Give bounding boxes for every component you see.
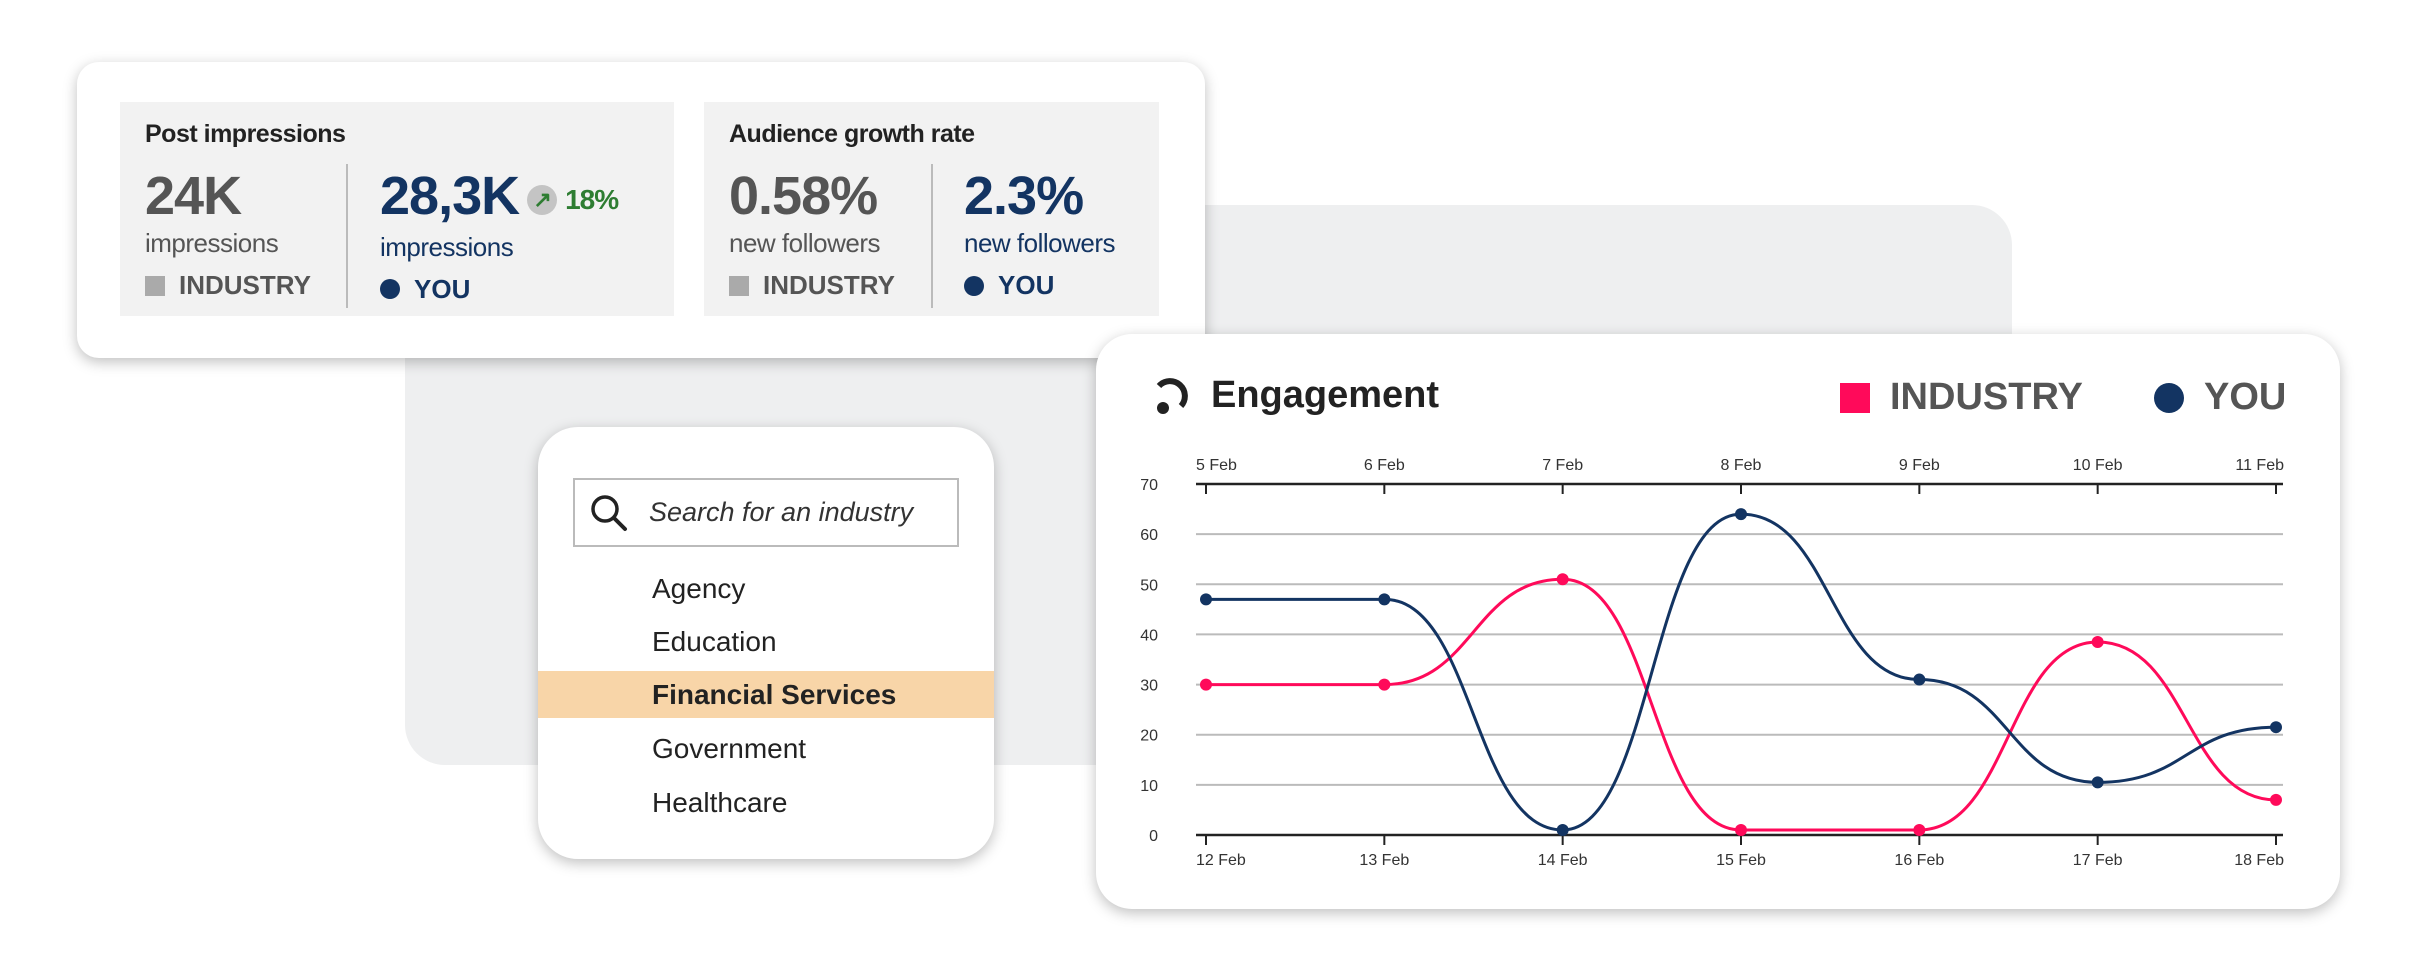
engagement-icon: [1156, 378, 1188, 414]
post-impressions-box: Post impressions 24K impressions INDUSTR…: [120, 102, 674, 316]
search-placeholder: Search for an industry: [649, 497, 914, 527]
divider: [931, 164, 933, 308]
data-point-you: [1913, 673, 1926, 686]
you-column: 28,3K ↗ 18% impressions YOU: [380, 164, 619, 305]
divider: [346, 164, 348, 308]
industry-square-icon: [145, 275, 165, 296]
you-label: YOU: [414, 273, 471, 304]
y-tick-label: 70: [1140, 477, 1158, 494]
x-bottom-tick-label: 12 Feb: [1196, 852, 1246, 869]
y-tick-label: 60: [1140, 527, 1158, 544]
y-tick-label: 0: [1149, 828, 1158, 845]
engagement-line-chart: 0 10 20 30 40 50 60 70 5 Feb 12 Feb 6 Feb 13 Feb 7 F…: [1140, 457, 2284, 869]
y-tick-label: 10: [1140, 778, 1158, 795]
you-growth-value: 2.3%: [964, 166, 1084, 226]
x-bottom-tick-label: 18 Feb: [2234, 852, 2284, 869]
y-tick-label: 20: [1140, 728, 1158, 745]
search-icon: [591, 494, 627, 531]
data-point-you: [2091, 776, 2104, 789]
audience-growth-box: Audience growth rate 0.58% new followers…: [704, 102, 1159, 316]
series-line-industry: [1206, 577, 2277, 832]
x-bottom-tick-label: 13 Feb: [1359, 852, 1409, 869]
industry-label: INDUSTRY: [763, 270, 895, 300]
x-bottom-tick-label: 15 Feb: [1716, 852, 1766, 869]
chart-title: Engagement: [1211, 374, 1440, 416]
data-point-industry: [2091, 635, 2104, 648]
legend-you: YOU: [2154, 376, 2286, 419]
data-point-industry: [1200, 678, 1212, 691]
you-dot-icon: [2154, 382, 2184, 413]
industry-impressions-value: 24K: [145, 166, 242, 226]
x-top-tick-label: 8 Feb: [1721, 457, 1762, 474]
engagement-chart-card: Engagement INDUSTRY YOU 0 10 20 30 40 50 60 70 5…: [1096, 334, 2340, 909]
x-top-tick-label: 9 Feb: [1899, 457, 1940, 474]
x-top-tick-label: 6 Feb: [1364, 457, 1405, 474]
x-bottom-tick-label: 17 Feb: [2073, 852, 2123, 869]
data-point-you: [2270, 721, 2282, 734]
search-input[interactable]: Search for an industry: [573, 478, 959, 547]
you-dot-icon: [964, 275, 984, 296]
industry-square-icon: [1840, 382, 1870, 413]
industry-option-healthcare[interactable]: Healthcare: [652, 787, 788, 818]
x-top-tick-label: 5 Feb: [1196, 457, 1237, 474]
data-point-industry: [1378, 678, 1391, 691]
data-point-industry: [2270, 793, 2282, 806]
x-bottom-tick-label: 16 Feb: [1894, 852, 1944, 869]
data-point-you: [1200, 593, 1212, 606]
you-impressions-unit: impressions: [380, 231, 514, 262]
data-point-you: [1735, 508, 1747, 521]
you-impressions-value: 28,3K: [380, 166, 520, 226]
industry-growth-value: 0.58%: [729, 166, 878, 226]
industry-option-financial-services[interactable]: Financial Services: [538, 671, 994, 718]
x-top-tick-label: 7 Feb: [1542, 457, 1583, 474]
x-top-tick-label: 11 Feb: [2235, 457, 2284, 474]
industry-column: 0.58% new followers INDUSTRY: [729, 164, 895, 301]
you-dot-icon: [380, 279, 400, 300]
series-line-you: [1206, 512, 2277, 832]
x-top-tick-label: 10 Feb: [2073, 457, 2123, 474]
legend-industry: INDUSTRY: [1840, 376, 2083, 419]
data-point-industry: [1913, 823, 1926, 836]
data-point-you: [1378, 593, 1391, 606]
y-tick-label: 30: [1140, 678, 1158, 695]
post-impressions-title: Post impressions: [145, 120, 346, 148]
data-point-industry: [1735, 823, 1747, 836]
industry-square-icon: [729, 275, 749, 296]
industry-label: INDUSTRY: [179, 270, 311, 300]
y-tick-label: 40: [1140, 627, 1158, 644]
legend-you-label: YOU: [2204, 376, 2287, 418]
audience-growth-title: Audience growth rate: [729, 120, 975, 148]
industry-search-card: Search for an industry Agency Education …: [538, 427, 994, 859]
you-column: 2.3% new followers YOU: [964, 164, 1116, 301]
you-label: YOU: [998, 270, 1055, 300]
industry-option-agency[interactable]: Agency: [652, 573, 746, 604]
change-value: 18%: [565, 183, 619, 215]
you-growth-unit: new followers: [964, 228, 1116, 258]
industry-impressions-unit: impressions: [145, 228, 279, 258]
arrow-up-right-icon: ↗: [527, 184, 558, 215]
change-badge: ↗ 18%: [527, 168, 619, 232]
y-tick-label: 50: [1140, 577, 1158, 594]
industry-option-government[interactable]: Government: [652, 733, 807, 764]
stats-card: Post impressions 24K impressions INDUSTR…: [77, 62, 1205, 358]
industry-option-education[interactable]: Education: [652, 626, 777, 657]
data-point-industry: [1556, 573, 1569, 586]
legend-industry-label: INDUSTRY: [1890, 376, 2083, 418]
industry-growth-unit: new followers: [729, 228, 881, 258]
industry-column: 24K impressions INDUSTRY: [145, 164, 311, 301]
data-point-you: [1556, 823, 1569, 836]
x-bottom-tick-label: 14 Feb: [1538, 852, 1588, 869]
